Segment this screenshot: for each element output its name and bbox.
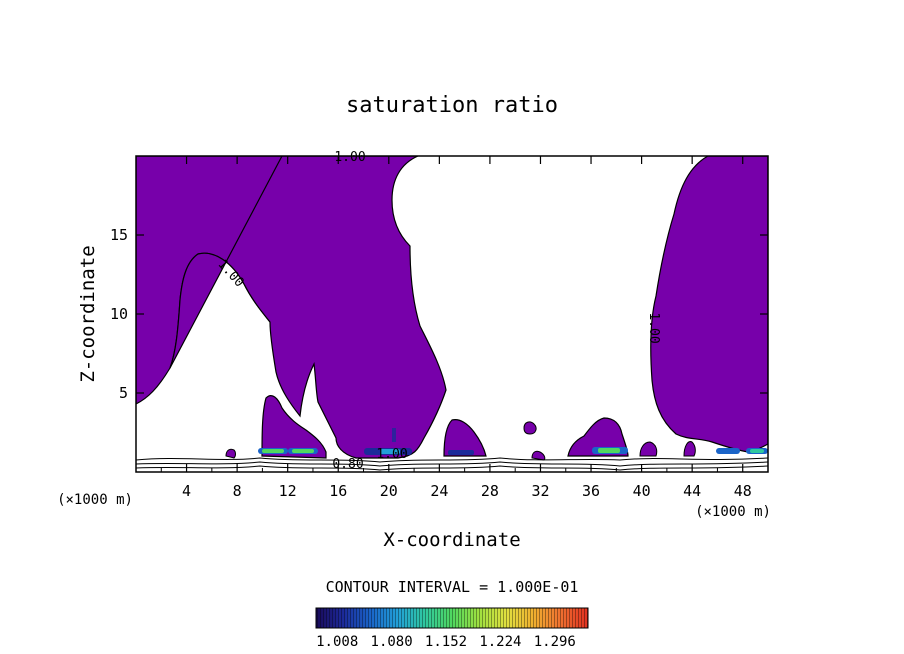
contour-interval-label: CONTOUR INTERVAL = 1.000E-01 bbox=[326, 578, 579, 596]
colorbar-tick-label: 1.152 bbox=[425, 634, 467, 650]
cloud-region-small-a bbox=[523, 421, 537, 435]
colorbar-stripes bbox=[316, 608, 588, 628]
x-unit-label-left: (×1000 m) bbox=[57, 492, 133, 508]
colorbar-frame bbox=[315, 607, 589, 629]
colorbar-tick-label: 1.224 bbox=[479, 634, 521, 650]
cloud-region-right bbox=[650, 156, 768, 453]
y-tick-label: 15 bbox=[110, 226, 128, 244]
x-axis-label: X-coordinate bbox=[383, 529, 520, 551]
y-tick-label: 10 bbox=[110, 305, 128, 323]
y-axis: 5 10 15 bbox=[110, 226, 768, 402]
x-tick-label: 16 bbox=[329, 482, 347, 500]
cloud-region-lower-left bbox=[261, 395, 327, 459]
cloud-region-small-e bbox=[225, 448, 236, 459]
x-tick-label: 12 bbox=[279, 482, 297, 500]
x-tick-label: 48 bbox=[734, 482, 752, 500]
x-tick-label: 44 bbox=[683, 482, 701, 500]
x-tick-label: 4 bbox=[182, 482, 191, 500]
contour-label-surface: 0.80 bbox=[332, 457, 363, 472]
x-unit-label-right: (×1000 m) bbox=[695, 504, 771, 520]
y-axis-label: Z-coordinate bbox=[77, 245, 99, 382]
cloud-region-low-2 bbox=[567, 417, 629, 457]
cloud-region-center bbox=[169, 156, 447, 459]
cloud-region-small-b bbox=[639, 441, 658, 457]
contour-label-right: 1.00 bbox=[646, 312, 661, 343]
colorbar-tick-label: 1.008 bbox=[316, 634, 358, 650]
y-tick-label: 5 bbox=[119, 384, 128, 402]
x-tick-label: 36 bbox=[582, 482, 600, 500]
cloud-region-low-1 bbox=[443, 419, 487, 457]
colorbar: 1.008 1.080 1.152 1.224 1.296 bbox=[315, 607, 589, 650]
contour-label-top: 1.00 bbox=[334, 150, 365, 165]
surface-contour-lines bbox=[136, 457, 768, 471]
x-tick-label: 32 bbox=[531, 482, 549, 500]
x-tick-label: 24 bbox=[430, 482, 448, 500]
supersaturation-hotspots bbox=[258, 428, 768, 455]
cloud-region-small-c bbox=[683, 441, 696, 457]
cloud-region-small-d bbox=[531, 450, 546, 461]
x-tick-label: 40 bbox=[633, 482, 651, 500]
x-tick-label: 28 bbox=[481, 482, 499, 500]
colorbar-tick-label: 1.080 bbox=[371, 634, 413, 650]
plot-area bbox=[136, 156, 768, 471]
colorbar-tick-label: 1.296 bbox=[534, 634, 576, 650]
x-tick-label: 20 bbox=[380, 482, 398, 500]
x-tick-label: 8 bbox=[233, 482, 242, 500]
contour-label-bottom-center: 1.00 bbox=[376, 447, 407, 462]
x-axis: 4 8 12 16 20 24 28 32 36 40 44 48 bbox=[160, 156, 752, 500]
chart-title: saturation ratio bbox=[346, 93, 558, 118]
